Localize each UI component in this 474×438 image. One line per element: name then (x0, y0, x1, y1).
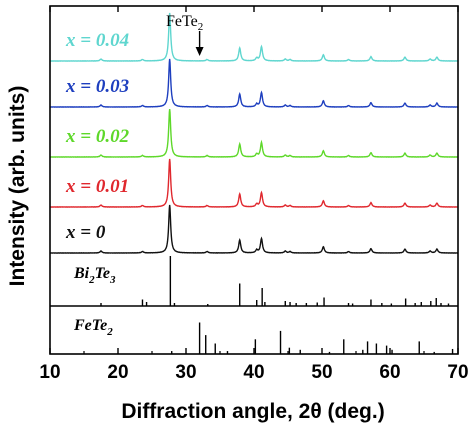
series-label-value: = 0.04 (76, 30, 130, 51)
y-axis-label: Intensity (arb. units) (6, 86, 29, 287)
series-label-var: x (65, 30, 76, 51)
label-group: x = 0.04x = 0.03x = 0.02x = 0.01x = 0Bi2… (65, 30, 130, 338)
fete2-annotation: FeTe2 (166, 13, 204, 56)
pattern-line (49, 158, 459, 208)
pattern-line (49, 58, 459, 108)
series-label-var: x (65, 76, 76, 97)
x-tick-label: 10 (39, 362, 60, 383)
ref-label-sub: 2 (106, 326, 113, 338)
series-label-value: = 0.01 (76, 176, 130, 197)
series-label-value: = 0 (76, 222, 106, 243)
x-tick-label: 50 (311, 362, 332, 383)
series-label-value: = 0.02 (76, 126, 130, 147)
x-tick-label: 70 (447, 362, 468, 383)
series-label: x = 0.01 (65, 176, 129, 197)
pattern-line (49, 12, 459, 62)
series-label: x = 0.03 (65, 76, 129, 97)
ref-label-text: FeTe (73, 317, 107, 334)
x-tick-label: 60 (379, 362, 400, 383)
reference-label: FeTe2 (73, 317, 113, 338)
series-label: x = 0 (65, 222, 106, 243)
series-label-var: x (65, 176, 76, 197)
pattern-line (49, 109, 459, 158)
x-axis: 10 20 30 40 50 60 70 (39, 6, 469, 383)
series-label: x = 0.04 (65, 30, 129, 51)
annotation-arrow-head (195, 47, 204, 56)
reference-group (50, 256, 458, 354)
series-label-var: x (65, 126, 76, 147)
series-label-var: x (65, 222, 76, 243)
x-tick-label: 40 (243, 362, 264, 383)
reference-label: Bi2Te3 (73, 265, 116, 286)
pattern-line (49, 204, 459, 254)
series-group (49, 12, 459, 254)
x-axis-label: Diffraction angle, 2θ (deg.) (121, 400, 384, 423)
series-label-value: = 0.03 (76, 76, 130, 97)
ref-label-text: Te (95, 265, 110, 282)
x-tick-label: 30 (175, 362, 196, 383)
x-tick-label: 20 (107, 362, 128, 383)
annotation-label: FeTe2 (166, 13, 203, 33)
ref-label-sub: 2 (88, 274, 95, 286)
ref-label-text: Bi (73, 265, 90, 282)
ref-label-sub: 3 (109, 274, 116, 286)
series-label: x = 0.02 (65, 126, 130, 147)
